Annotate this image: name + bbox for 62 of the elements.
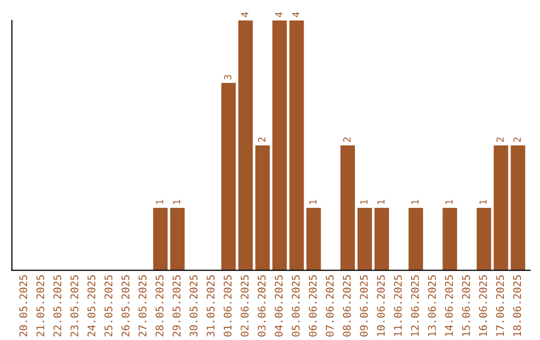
bar — [255, 145, 270, 270]
bar — [510, 145, 526, 270]
x-tick-label: 12.06.2025 — [410, 275, 419, 336]
x-tick-label: 09.06.2025 — [360, 275, 368, 336]
x-tick-label: 05.06.2025 — [292, 275, 300, 336]
data-label: 2 — [343, 138, 350, 142]
data-label: 1 — [156, 200, 164, 204]
bar — [170, 208, 185, 270]
data-label: 4 — [292, 12, 300, 18]
bar — [340, 145, 355, 270]
x-tick-label: 18.06.2025 — [513, 275, 522, 336]
data-label: 1 — [480, 200, 487, 204]
bar — [476, 208, 492, 270]
data-label: 1 — [173, 200, 180, 204]
x-tick-label: 26.05.2025 — [122, 275, 130, 336]
bar — [289, 20, 304, 270]
x-tick-label: 21.05.2025 — [36, 275, 44, 336]
data-label: 1 — [445, 200, 453, 204]
bar — [494, 145, 508, 270]
bar — [442, 208, 458, 270]
x-tick-label: 01.06.2025 — [224, 275, 232, 336]
data-label: 2 — [513, 138, 521, 142]
bar — [153, 208, 168, 270]
x-tick-label: 08.06.2025 — [342, 275, 351, 336]
x-tick-label: 06.06.2025 — [308, 275, 317, 336]
bar — [238, 20, 253, 270]
data-label: 4 — [275, 12, 282, 18]
data-label: 1 — [377, 200, 384, 204]
bar — [306, 208, 321, 270]
x-tick-label: 20.05.2025 — [19, 275, 28, 336]
x-tick-label: 07.06.2025 — [326, 275, 334, 336]
data-label: 1 — [309, 200, 316, 204]
data-label: 1 — [360, 200, 368, 204]
data-label: 1 — [411, 200, 419, 204]
x-tick-label: 13.06.2025 — [428, 275, 436, 336]
bar — [357, 208, 372, 270]
x-tick-label: 29.05.2025 — [172, 275, 180, 336]
x-tick-label: 17.06.2025 — [496, 275, 504, 336]
bar — [408, 208, 424, 270]
data-label: 2 — [496, 138, 504, 142]
x-tick-label: 11.06.2025 — [394, 275, 402, 336]
x-tick-label: 22.05.2025 — [53, 275, 62, 336]
x-tick-label: 27.05.2025 — [138, 275, 146, 336]
x-tick-label: 24.05.2025 — [87, 275, 96, 336]
x-tick-label: 15.06.2025 — [462, 275, 470, 336]
x-tick-label: 25.05.2025 — [104, 275, 112, 336]
x-tick-label: 10.06.2025 — [376, 275, 385, 336]
data-label: 4 — [241, 12, 248, 18]
x-tick-label: 30.05.2025 — [190, 275, 198, 336]
x-tick-label: 16.06.2025 — [479, 275, 487, 336]
x-tick-label: 31.05.2025 — [206, 275, 215, 336]
bar — [374, 208, 389, 270]
bar — [272, 20, 287, 270]
bar — [221, 82, 236, 270]
x-tick-label: 04.06.2025 — [274, 275, 283, 336]
x-tick-label: 23.05.2025 — [70, 275, 78, 336]
x-tick-label: 28.05.2025 — [156, 275, 164, 336]
x-tick-label: 02.06.2025 — [240, 275, 249, 336]
x-tick-label: 14.06.2025 — [445, 275, 453, 336]
data-label: 2 — [258, 138, 266, 142]
x-tick-label: 03.06.2025 — [258, 275, 266, 336]
data-label: 3 — [224, 74, 232, 80]
